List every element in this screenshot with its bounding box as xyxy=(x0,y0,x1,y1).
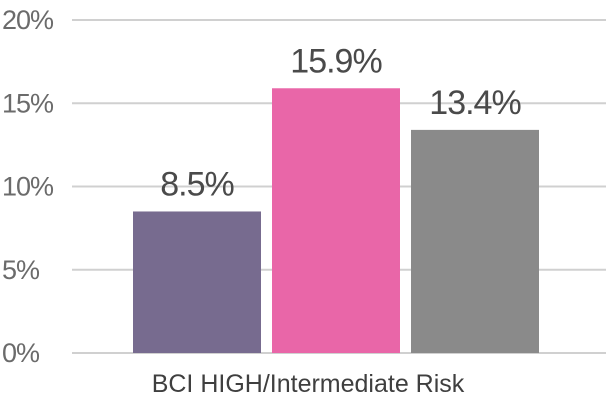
y-tick-label: 0% xyxy=(2,338,40,368)
category-label: BCI HIGH/Intermediate Risk xyxy=(152,370,465,398)
y-tick-label: 5% xyxy=(2,255,40,285)
data-labels: 8.5% 15.9% 13.4% xyxy=(160,42,522,203)
y-tick-label: 10% xyxy=(2,172,54,202)
bars xyxy=(133,88,539,353)
bar xyxy=(272,88,400,353)
bar-value-label: 13.4% xyxy=(429,84,521,122)
bar-value-label: 8.5% xyxy=(160,165,234,203)
y-tick-label: 20% xyxy=(2,5,54,35)
y-axis-tick-labels: 0% 5% 10% 15% 20% xyxy=(2,5,55,368)
y-tick-label: 15% xyxy=(2,88,54,118)
bar xyxy=(411,129,539,353)
bar xyxy=(133,211,261,353)
bar-value-label: 15.9% xyxy=(290,42,382,80)
